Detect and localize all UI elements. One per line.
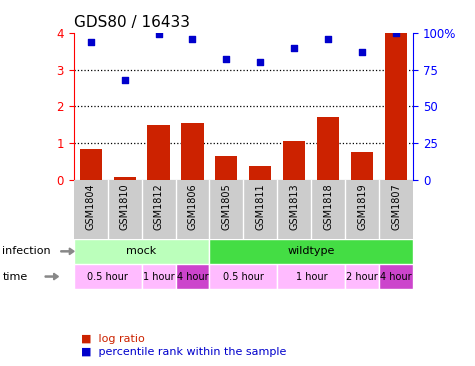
Point [324,36,332,42]
Text: GSM1813: GSM1813 [289,183,299,229]
Point [87,39,95,45]
Point [291,45,298,51]
Text: 1 hour: 1 hour [295,272,327,281]
Bar [216,156,238,180]
Bar [345,264,379,289]
Bar [379,264,413,289]
Text: 4 hour: 4 hour [177,272,209,281]
Text: 4 hour: 4 hour [380,272,412,281]
Bar [209,239,413,264]
Text: time: time [2,272,28,281]
Text: GSM1805: GSM1805 [221,183,231,229]
Bar [142,264,176,289]
Text: ■  percentile rank within the sample: ■ percentile rank within the sample [81,347,286,357]
Text: 0.5 hour: 0.5 hour [87,272,128,281]
Bar [176,264,209,289]
Text: ■  log ratio: ■ log ratio [81,334,144,344]
Text: GSM1807: GSM1807 [391,183,401,229]
Text: GSM1818: GSM1818 [323,183,333,229]
Bar [385,33,407,180]
Text: 2 hour: 2 hour [346,272,378,281]
Text: GSM1804: GSM1804 [86,183,95,229]
Bar [181,123,203,180]
Bar [80,149,102,180]
Bar [277,264,345,289]
Text: GSM1819: GSM1819 [357,183,367,229]
Text: GDS80 / 16433: GDS80 / 16433 [74,15,190,30]
Point [256,59,264,65]
Bar [114,178,135,180]
Point [359,49,366,55]
Point [189,36,196,42]
Bar [74,264,142,289]
Text: GSM1811: GSM1811 [256,183,266,229]
Text: infection: infection [2,246,51,256]
Bar [317,117,339,180]
Text: 1 hour: 1 hour [142,272,174,281]
Text: 0.5 hour: 0.5 hour [223,272,264,281]
Text: GSM1810: GSM1810 [120,183,130,229]
Bar [284,141,305,180]
Bar [249,166,271,180]
Point [155,31,162,37]
Point [392,30,400,36]
Text: GSM1812: GSM1812 [153,183,163,229]
Text: wildtype: wildtype [288,246,335,256]
Bar [352,152,373,180]
Text: mock: mock [126,246,157,256]
Bar [209,264,277,289]
Point [223,56,230,62]
Bar [148,125,170,180]
Bar [74,239,209,264]
Point [121,77,128,83]
Text: GSM1806: GSM1806 [188,183,198,229]
